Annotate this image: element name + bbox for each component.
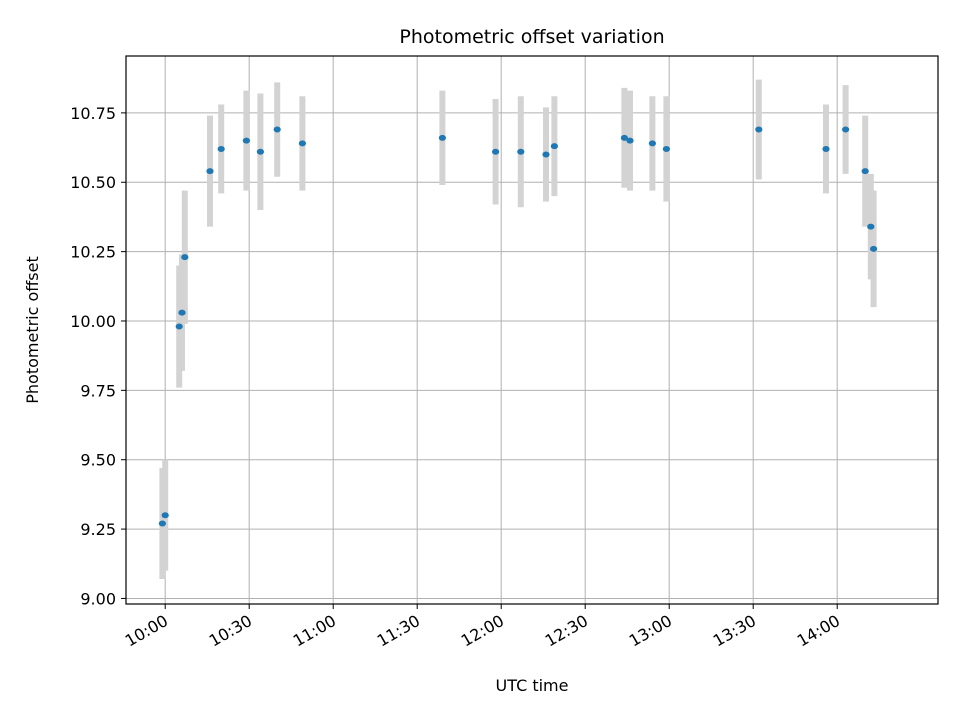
data-points <box>158 126 878 527</box>
data-point <box>626 137 634 144</box>
data-point <box>870 245 878 252</box>
data-point <box>842 126 850 133</box>
data-point <box>158 520 166 527</box>
data-point <box>861 168 869 175</box>
data-point <box>517 148 525 155</box>
data-point <box>867 223 875 230</box>
data-point <box>550 143 559 150</box>
y-tick-label: 9.75 <box>80 381 116 400</box>
y-tick-label: 10.00 <box>70 312 116 331</box>
data-point <box>206 168 214 175</box>
x-axis-label: UTC time <box>496 676 569 695</box>
y-axis-ticks: 9.00 9.25 9.50 9.75 10.00 10.25 10.50 10.75 <box>70 104 126 608</box>
data-point <box>175 323 183 330</box>
data-point <box>492 148 500 155</box>
data-point <box>273 126 281 133</box>
y-tick-label: 9.00 <box>80 589 116 608</box>
data-point <box>620 134 629 141</box>
y-tick-label: 9.50 <box>80 451 116 470</box>
data-point <box>662 145 671 152</box>
y-axis-label: Photometric offset <box>23 256 42 404</box>
y-tick-label: 9.25 <box>80 520 116 539</box>
chart-title: Photometric offset variation <box>399 26 664 48</box>
data-point <box>242 137 250 144</box>
data-point <box>181 254 189 261</box>
data-point <box>298 140 306 147</box>
y-tick-label: 10.25 <box>70 243 116 262</box>
data-point <box>161 512 169 519</box>
data-point <box>178 309 186 316</box>
data-point <box>542 151 550 158</box>
data-point <box>648 140 657 147</box>
y-tick-label: 10.75 <box>70 104 116 123</box>
plot-frame <box>125 55 939 605</box>
data-point <box>438 134 446 141</box>
data-point <box>256 148 264 155</box>
y-tick-label: 10.50 <box>70 173 116 192</box>
data-point <box>822 145 830 152</box>
data-point <box>755 126 763 133</box>
data-point <box>217 145 225 152</box>
grid <box>126 56 938 604</box>
